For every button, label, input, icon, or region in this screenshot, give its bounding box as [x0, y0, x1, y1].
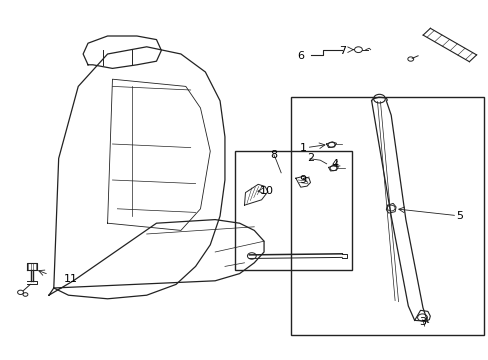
Bar [234, 151, 351, 270]
Text: 9: 9 [299, 175, 306, 185]
Text: 6: 6 [297, 51, 304, 61]
Text: 8: 8 [270, 150, 277, 160]
Text: 11: 11 [64, 274, 78, 284]
Text: 1: 1 [299, 143, 306, 153]
Text: 5: 5 [455, 211, 462, 221]
Text: 10: 10 [259, 186, 273, 196]
Text: 4: 4 [331, 159, 338, 169]
Text: 7: 7 [338, 46, 345, 57]
Bar [290, 97, 483, 335]
Text: 2: 2 [306, 153, 313, 163]
Text: 3: 3 [419, 317, 426, 327]
